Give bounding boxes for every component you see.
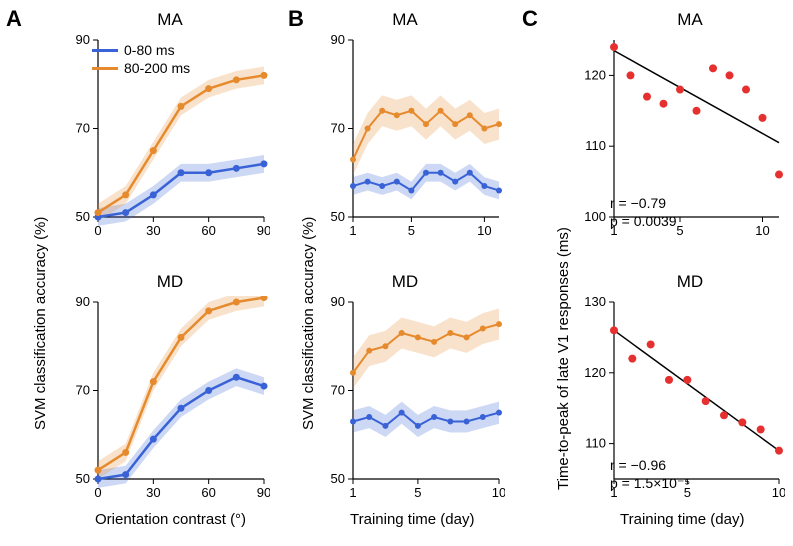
legend-row-0: 0-80 ms xyxy=(92,42,190,58)
legend-label-1: 80-200 ms xyxy=(124,60,190,76)
svg-text:10: 10 xyxy=(492,485,505,500)
svg-text:60: 60 xyxy=(201,223,215,238)
chart-B-MA: 1 5 10 50 70 90 xyxy=(325,34,505,239)
subtitle-C-MA: MA xyxy=(640,10,740,30)
svg-text:130: 130 xyxy=(584,296,606,309)
svg-text:30: 30 xyxy=(146,223,160,238)
svg-text:70: 70 xyxy=(331,121,345,136)
figure: A B C MA 0306090507090 MD 0306090507090 … xyxy=(0,0,793,546)
svg-text:70: 70 xyxy=(331,383,345,398)
panel-label-C: C xyxy=(522,6,538,32)
xlabel-B: Training time (day) xyxy=(350,511,474,528)
chart-B-MD: 1 5 10 50 70 90 xyxy=(325,296,505,501)
svg-text:5: 5 xyxy=(408,223,415,238)
chart-A-MD: 0306090507090 xyxy=(70,296,270,501)
svg-text:50: 50 xyxy=(331,209,345,224)
xlabel-C: Training time (day) xyxy=(620,511,744,528)
svg-text:50: 50 xyxy=(76,471,90,486)
legend-row-1: 80-200 ms xyxy=(92,60,190,76)
svg-text:120: 120 xyxy=(584,67,606,82)
svg-text:30: 30 xyxy=(146,485,160,500)
subtitle-A-MA: MA xyxy=(100,10,240,30)
ylabel-C: Time-to-peak of late V1 responses (ms) xyxy=(555,227,572,490)
stat-r-C-MD: r = −0.96 xyxy=(610,457,666,473)
subtitle-A-MD: MD xyxy=(100,272,240,292)
svg-text:110: 110 xyxy=(585,436,606,451)
xlabel-A: Orientation contrast (°) xyxy=(95,511,246,528)
stat-p-C-MA: p = 0.0039 xyxy=(610,213,677,229)
svg-text:10: 10 xyxy=(755,223,769,238)
svg-text:1: 1 xyxy=(349,485,356,500)
svg-text:1: 1 xyxy=(349,223,356,238)
svg-text:110: 110 xyxy=(585,138,606,153)
legend-label-0: 0-80 ms xyxy=(124,42,175,58)
svg-text:5: 5 xyxy=(676,223,683,238)
svg-text:10: 10 xyxy=(772,485,785,500)
stat-r-C-MA: r = −0.79 xyxy=(610,195,666,211)
legend: 0-80 ms 80-200 ms xyxy=(92,42,190,78)
svg-text:90: 90 xyxy=(257,223,270,238)
subtitle-C-MD: MD xyxy=(640,272,740,292)
svg-text:70: 70 xyxy=(76,383,90,398)
legend-swatch-0 xyxy=(92,49,118,52)
svg-text:90: 90 xyxy=(76,34,90,47)
svg-text:90: 90 xyxy=(257,485,270,500)
svg-text:5: 5 xyxy=(414,485,421,500)
subtitle-B-MA: MA xyxy=(355,10,455,30)
svg-text:50: 50 xyxy=(76,209,90,224)
ylabel-B: SVM classification accuracy (%) xyxy=(300,217,317,430)
legend-swatch-1 xyxy=(92,67,118,70)
svg-text:100: 100 xyxy=(584,209,606,224)
svg-text:90: 90 xyxy=(76,296,90,309)
svg-text:90: 90 xyxy=(331,296,345,309)
svg-text:50: 50 xyxy=(331,471,345,486)
svg-text:70: 70 xyxy=(76,121,90,136)
panel-label-B: B xyxy=(288,6,304,32)
stat-p-C-MD: p = 1.5×10⁻⁵ xyxy=(610,475,690,492)
svg-text:10: 10 xyxy=(477,223,491,238)
svg-text:120: 120 xyxy=(584,365,606,380)
subtitle-B-MD: MD xyxy=(355,272,455,292)
svg-text:90: 90 xyxy=(331,34,345,47)
ylabel-A: SVM classification accuracy (%) xyxy=(32,217,49,430)
svg-text:60: 60 xyxy=(201,485,215,500)
panel-label-A: A xyxy=(6,6,22,32)
